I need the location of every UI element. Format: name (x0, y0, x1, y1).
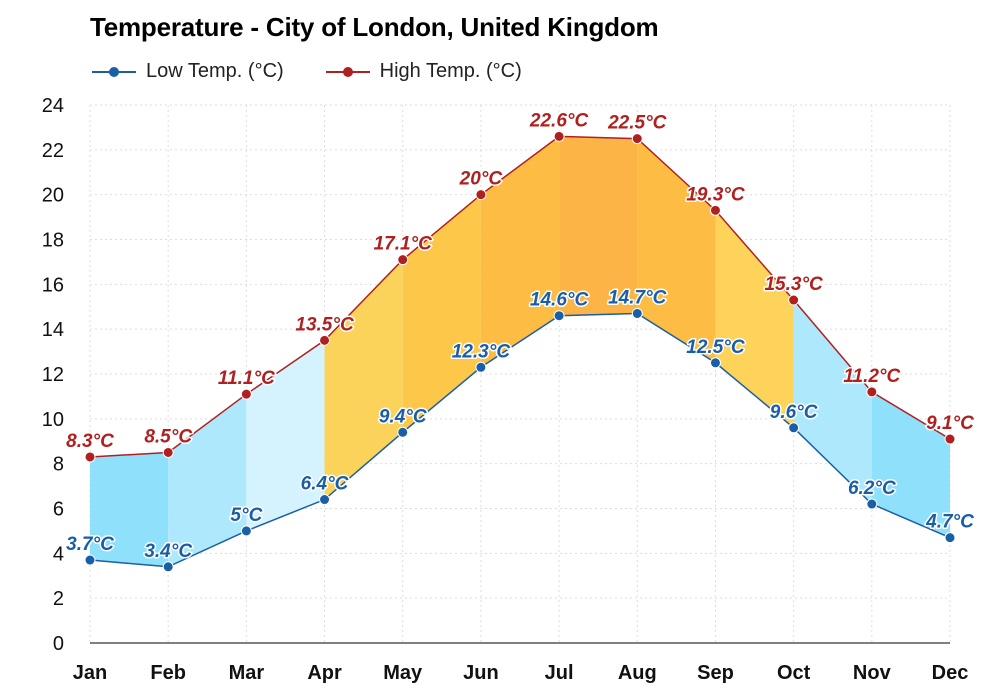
high-temp-data-label: 8.5°C (144, 426, 192, 447)
low-temp-data-label: 9.6°C (770, 402, 818, 423)
x-tick-label: Oct (777, 662, 811, 684)
low-temp-data-label: 6.2°C (848, 478, 896, 499)
low-temp-data-label: 9.4°C (379, 406, 427, 427)
y-tick-label: 2 (53, 588, 64, 610)
y-tick-label: 22 (42, 140, 64, 162)
low-temp-point[interactable] (553, 310, 565, 322)
x-tick-label: Dec (932, 662, 969, 684)
high-temp-data-label: 22.5°C (607, 113, 667, 134)
temperature-bands (90, 136, 950, 567)
high-temp-point[interactable] (475, 189, 487, 201)
temperature-band-Jan (90, 452, 169, 567)
legend-low-label: Low Temp. (°C) (146, 60, 284, 82)
y-tick-label: 6 (53, 499, 64, 521)
high-temp-point[interactable] (944, 433, 956, 445)
y-tick-label: 14 (42, 319, 64, 341)
low-temp-data-label: 12.5°C (686, 337, 745, 358)
high-temp-data-label: 22.6°C (529, 110, 589, 131)
x-tick-label: May (383, 662, 423, 684)
x-tick-label: Mar (229, 662, 265, 684)
low-temp-data-label: 4.7°C (925, 512, 974, 533)
temperature-band-Nov (871, 391, 950, 538)
temperature-band-Jun (480, 136, 560, 368)
x-tick-label: Apr (307, 662, 342, 684)
temperature-band-Apr (324, 259, 403, 500)
y-tick-label: 18 (42, 230, 64, 252)
y-tick-label: 12 (42, 364, 64, 386)
temperature-band-May (402, 194, 481, 433)
legend: Low Temp. (°C) High Temp. (°C) (90, 60, 562, 83)
low-temp-point[interactable] (631, 307, 643, 319)
high-temp-point[interactable] (866, 386, 878, 398)
y-tick-label: 16 (42, 274, 64, 296)
high-temp-line (89, 135, 951, 458)
high-temp-data-label: 8.3°C (66, 431, 114, 452)
x-tick-label: Jun (463, 662, 499, 684)
high-temp-data-label: 17.1°C (374, 234, 433, 255)
legend-item-high[interactable]: High Temp. (°C) (324, 60, 522, 83)
legend-low-marker-icon (92, 66, 136, 77)
low-temp-point[interactable] (319, 494, 331, 506)
high-temp-point[interactable] (709, 204, 721, 216)
legend-high-label: High Temp. (°C) (379, 60, 522, 82)
high-temp-data-label: 11.1°C (218, 368, 275, 389)
high-temp-data-label: 20°C (459, 169, 503, 190)
high-temp-data-label: 9.1°C (926, 413, 974, 434)
low-temp-data-label: 6.4°C (301, 474, 349, 495)
temperature-band-Aug (637, 138, 716, 363)
y-tick-label: 4 (53, 543, 64, 565)
low-temp-point[interactable] (788, 422, 800, 434)
data-labels: 3.7°C 3.4°C 5°C 6.4°C 9.4°C 12.3°C 14.6°C 14.7°… (65, 109, 976, 563)
temperature-band-Mar (246, 340, 325, 531)
low-temp-point[interactable] (397, 426, 409, 438)
y-tick-label: 24 (42, 95, 64, 117)
legend-item-low[interactable]: Low Temp. (°C) (90, 60, 284, 83)
high-temp-point[interactable] (631, 133, 643, 145)
high-temp-point[interactable] (319, 334, 331, 346)
low-temp-data-label: 14.7°C (608, 287, 667, 308)
y-tick-label: 20 (42, 185, 64, 207)
low-temp-point[interactable] (475, 361, 487, 373)
high-temp-point[interactable] (162, 446, 174, 458)
temperature-band-Jul (559, 136, 638, 316)
temperature-band-Oct (793, 300, 872, 505)
high-temp-point[interactable] (553, 130, 565, 142)
low-temp-point[interactable] (866, 498, 878, 510)
low-temp-data-label: 12.3°C (452, 341, 511, 362)
low-temp-data-label: 3.7°C (66, 534, 114, 555)
x-tick-label: Aug (618, 662, 657, 684)
y-tick-label: 10 (42, 409, 64, 431)
series-lines (84, 130, 956, 573)
low-temp-point[interactable] (240, 525, 252, 537)
low-temp-point[interactable] (944, 532, 956, 544)
high-temp-point[interactable] (84, 451, 96, 463)
low-temp-data-label: 3.4°C (144, 541, 192, 562)
low-temp-point[interactable] (162, 561, 174, 573)
x-tick-label: Sep (697, 662, 734, 684)
high-temp-data-label: 19.3°C (686, 184, 745, 205)
x-tick-label: Feb (150, 662, 186, 684)
low-temp-point[interactable] (84, 554, 96, 566)
x-tick-label: Nov (853, 662, 892, 684)
y-tick-label: 0 (53, 633, 64, 655)
high-temp-data-label: 15.3°C (764, 274, 823, 295)
temperature-band-Feb (168, 394, 247, 567)
chart-title: Temperature - City of London, United Kin… (90, 12, 659, 42)
high-temp-data-label: 11.2°C (843, 366, 900, 387)
low-temp-point[interactable] (709, 357, 721, 369)
low-temp-data-label: 14.6°C (530, 290, 589, 311)
low-temp-data-label: 5°C (230, 505, 262, 526)
legend-high-marker-icon (325, 66, 370, 77)
high-temp-point[interactable] (788, 294, 800, 306)
x-tick-label: Jan (73, 662, 107, 684)
y-tick-label: 8 (53, 454, 64, 476)
x-tick-label: Jul (545, 662, 574, 684)
low-temp-line (89, 312, 951, 568)
high-temp-data-label: 13.5°C (295, 314, 354, 335)
temperature-band-Sep (715, 210, 794, 428)
high-temp-point[interactable] (240, 388, 252, 400)
high-temp-point[interactable] (397, 254, 409, 266)
